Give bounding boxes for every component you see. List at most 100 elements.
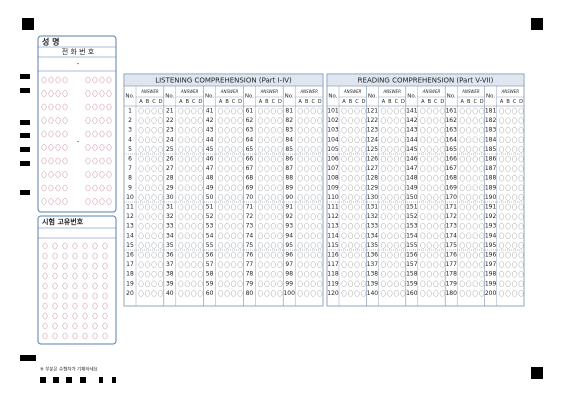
answer-bubble: [439, 146, 445, 153]
bubble: [62, 252, 68, 260]
answer-bubble: [420, 126, 426, 134]
answer-bubble: [138, 232, 144, 240]
bubble: [82, 302, 88, 310]
answer-bubble: [499, 146, 505, 153]
answer-bubble: [297, 270, 303, 278]
answer-bubble: [184, 222, 190, 230]
answer-bubble: [479, 165, 485, 172]
question-number: 68: [246, 175, 254, 182]
answer-bubble: [310, 261, 316, 268]
choice-label: A: [298, 99, 302, 105]
answer-bubble: [387, 222, 393, 230]
answer-bubble: [420, 146, 426, 153]
answer-bubble: [184, 155, 190, 163]
answer-bubble: [505, 290, 511, 297]
bubble: [52, 252, 58, 260]
answer-bubble: [387, 261, 393, 268]
answer-bubble: [304, 194, 310, 201]
question-number: 21: [166, 108, 174, 115]
corner-mark: [531, 18, 543, 30]
question-number: 34: [166, 232, 174, 239]
answer-bubble: [479, 290, 485, 297]
question-number: 71: [246, 204, 254, 211]
answer-bubble: [512, 165, 518, 172]
question-number: 67: [246, 165, 254, 172]
exam-label: 시험 고유번호: [42, 217, 84, 226]
bubble: [82, 282, 88, 290]
answer-bubble: [479, 146, 485, 153]
answer-bubble: [237, 203, 243, 211]
bubble: [42, 242, 48, 250]
question-number: 145: [406, 146, 418, 153]
answer-bubble: [297, 165, 303, 172]
answer-bubble: [387, 203, 393, 211]
answer-bubble: [420, 242, 426, 249]
answer-bubble: [499, 174, 505, 182]
answer-bubble: [499, 194, 505, 201]
answer-bubble: [354, 107, 360, 115]
question-number: 189: [485, 184, 497, 191]
bubble: [92, 312, 98, 320]
answer-bubble: [387, 242, 393, 249]
choice-label: B: [428, 99, 432, 105]
answer-bubble: [138, 117, 144, 124]
answer-bubble: [144, 261, 151, 268]
answer-bubble: [218, 290, 224, 297]
answer-bubble: [304, 261, 310, 268]
answer-bubble: [178, 107, 184, 115]
answer-bubble: [184, 146, 190, 153]
answer-bubble: [157, 155, 164, 163]
answer-bubble: [231, 280, 237, 288]
question-number: 80: [246, 290, 254, 297]
answer-bubble: [439, 136, 445, 144]
answer-bubble: [218, 222, 224, 230]
bubble: [42, 292, 48, 300]
answer-bubble: [426, 136, 432, 144]
answer-bubble: [347, 280, 354, 288]
answer-bubble: [354, 203, 360, 211]
answer-bubble: [178, 174, 184, 182]
answer-bubble: [297, 155, 303, 163]
bubble: [82, 272, 88, 280]
answer-bubble: [439, 117, 445, 124]
answer-bubble: [237, 194, 243, 201]
answer-bubble: [466, 290, 472, 297]
answer-bubble: [518, 117, 524, 124]
answer-bubble: [433, 126, 439, 134]
question-number: 165: [445, 146, 457, 153]
answer-bubble: [277, 280, 283, 288]
answer-bubble: [472, 261, 478, 268]
answer-bubble: [138, 203, 144, 211]
bubble: [72, 332, 78, 340]
answer-bubble: [512, 194, 518, 201]
answer-bubble: [218, 117, 224, 124]
answer-label: ANSWER: [140, 89, 159, 94]
answer-bubble: [479, 213, 485, 220]
answer-bubble: [459, 290, 465, 297]
answer-bubble: [512, 251, 518, 259]
question-number: 151: [406, 204, 418, 211]
answer-bubble: [178, 261, 184, 268]
answer-bubble: [184, 194, 190, 201]
choice-label: D: [519, 99, 523, 105]
answer-bubble: [426, 203, 432, 211]
question-number: 83: [285, 127, 293, 134]
bubble: [106, 117, 112, 124]
question-number: 37: [166, 261, 174, 268]
question-number: 54: [206, 232, 214, 239]
answer-bubble: [499, 270, 505, 278]
answer-bubble: [138, 165, 144, 172]
bubble: [42, 282, 48, 290]
answer-bubble: [157, 242, 164, 249]
answer-bubble: [433, 261, 439, 268]
bubble: [62, 171, 68, 178]
answer-bubble: [218, 107, 224, 115]
bubble: [48, 117, 54, 124]
answer-bubble: [347, 107, 354, 115]
answer-bubble: [380, 213, 386, 220]
answer-bubble: [264, 194, 270, 201]
answer-bubble: [231, 117, 237, 124]
answer-bubble: [277, 261, 283, 268]
answer-bubble: [178, 232, 184, 240]
